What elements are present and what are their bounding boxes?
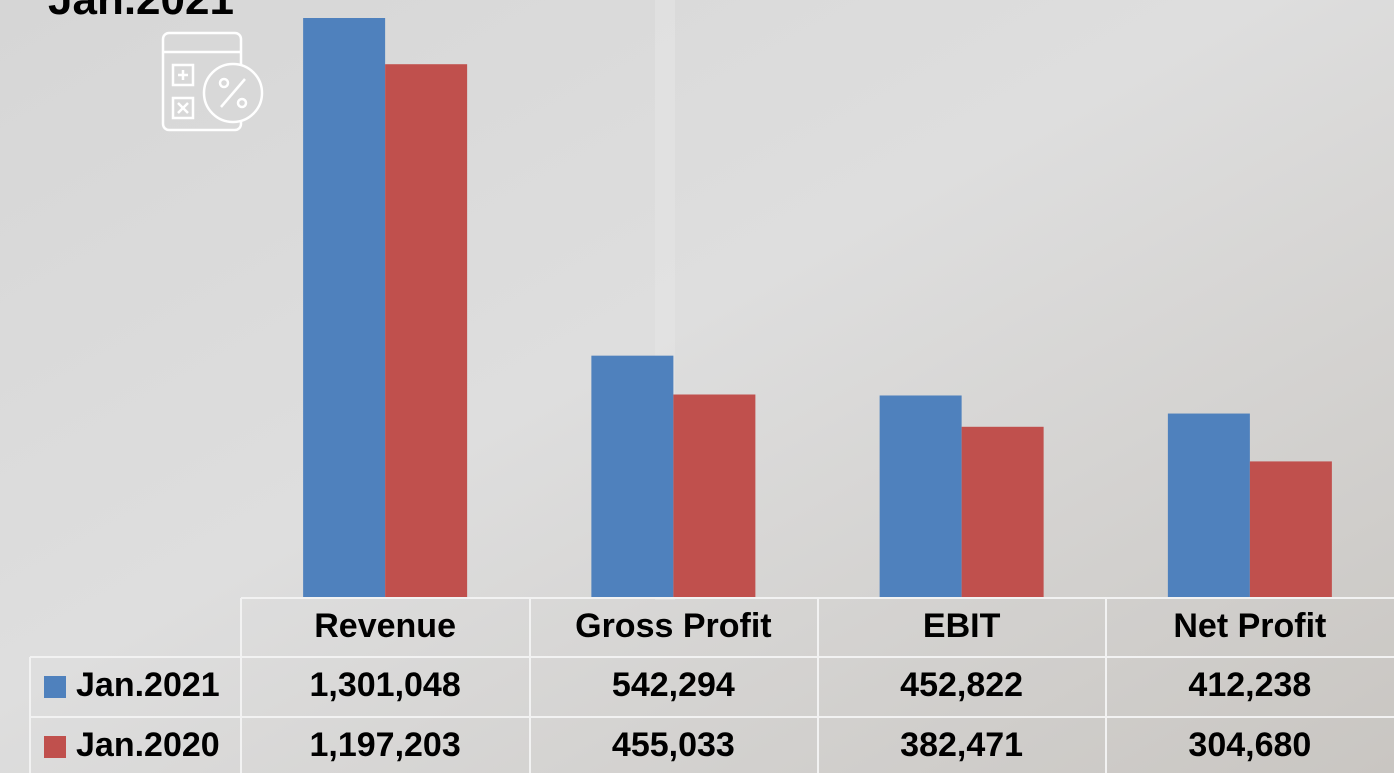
bar [303, 18, 385, 597]
legend-label: Jan.2020 [76, 726, 220, 764]
legend-swatch [44, 676, 66, 698]
bar [880, 395, 962, 597]
value-label: 412,238 [1188, 666, 1311, 704]
value-label: 304,680 [1188, 726, 1311, 764]
legend-swatch [44, 736, 66, 758]
bar [1250, 461, 1332, 597]
bar [591, 356, 673, 597]
value-label: 452,822 [900, 666, 1023, 704]
category-label: EBIT [923, 607, 1001, 645]
bar [673, 394, 755, 597]
value-label: 382,471 [900, 726, 1023, 764]
value-label: 1,301,048 [309, 666, 460, 704]
value-label: 1,197,203 [309, 726, 460, 764]
page: {"chart_data": {"type": "bar", "title": … [0, 0, 1394, 773]
chart-title: Jan.2021 [48, 0, 234, 24]
category-label: Revenue [314, 607, 456, 645]
value-label: 542,294 [612, 666, 735, 704]
bar [385, 64, 467, 597]
legend-label: Jan.2021 [76, 666, 220, 704]
value-label: 455,033 [612, 726, 735, 764]
bar [1168, 414, 1250, 597]
chart: Jan.2021 Revenue 1,301,048 1,197,203 Gross … [0, 0, 1394, 773]
bar [962, 427, 1044, 597]
category-label: Gross Profit [575, 607, 771, 645]
category-label: Net Profit [1173, 607, 1326, 645]
